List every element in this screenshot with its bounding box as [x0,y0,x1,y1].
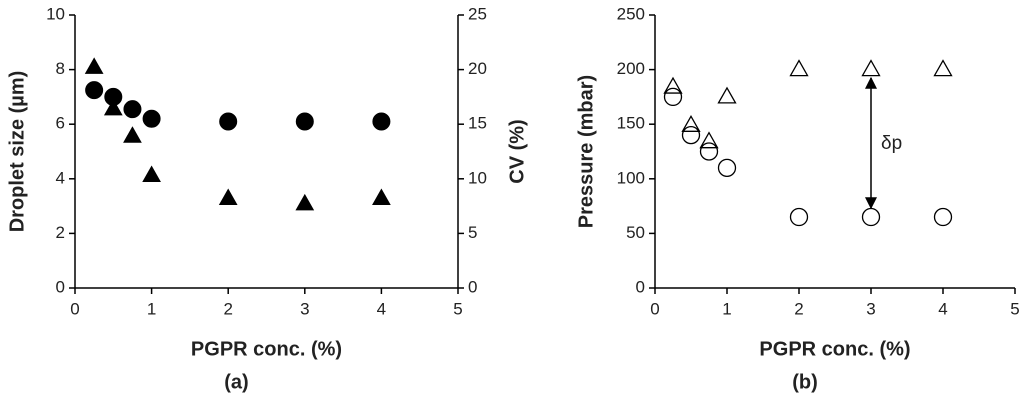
point [933,207,953,227]
x-tick-label: 5 [453,299,462,318]
point [861,207,881,227]
y-tick-label: 0 [56,277,65,296]
point [789,59,809,77]
y-tick-label: 8 [56,59,65,78]
point [142,165,161,183]
y-tick-label: 100 [617,168,645,187]
point [123,100,142,119]
y2-tick-label: 15 [468,114,487,133]
point [861,59,881,77]
annotation: δp [881,133,902,154]
point [85,81,104,100]
x-tick-label: 1 [722,299,731,318]
x-axis-label: PGPR conc. (%) [191,338,342,360]
point [295,193,315,211]
y-tick-label: 4 [56,168,65,187]
y-tick-label: 150 [617,114,645,133]
point [103,98,123,116]
point [372,112,391,131]
y2-tick-label: 25 [468,4,487,23]
y-tick-label: 0 [636,277,645,296]
x-tick-label: 1 [147,299,156,318]
point [372,188,391,205]
point [295,112,314,131]
point [699,131,719,149]
y2-tick-label: 20 [468,59,487,78]
y2-tick-label: 5 [468,223,477,242]
point [218,188,238,205]
y-tick-label: 2 [56,223,65,242]
point [681,114,701,132]
y-tick-label: 10 [46,4,65,23]
y-tick-label: 6 [56,114,65,133]
x-tick-label: 3 [866,299,875,318]
point [681,125,701,145]
y-tick-label: 200 [617,59,645,78]
point [663,76,683,94]
caption: (a) [224,371,248,393]
x-tick-label: 4 [377,299,386,318]
x-tick-label: 0 [70,299,79,318]
point [142,109,161,128]
point [123,126,142,143]
point [219,112,238,131]
y2-axis-label: CV (%) [506,119,528,183]
y2-tick-label: 0 [468,277,477,296]
point [699,142,719,161]
x-tick-label: 3 [300,299,309,318]
x-tick-label: 2 [794,299,803,318]
y-tick-label: 250 [617,4,645,23]
point [933,59,953,77]
x-tick-label: 0 [650,299,659,318]
y2-tick-label: 10 [468,168,487,187]
point [789,207,809,227]
y-axis-label: Droplet size (µm) [6,71,28,233]
caption: (b) [792,371,818,393]
x-tick-label: 4 [938,299,947,318]
x-tick-label: 2 [223,299,232,318]
point [663,87,683,107]
y-tick-label: 50 [626,223,645,242]
x-axis-label: PGPR conc. (%) [759,338,910,360]
point [84,57,104,74]
x-tick-label: 5 [1010,299,1019,318]
point [717,158,737,178]
point [717,86,737,104]
y-axis-label: Pressure (mbar) [575,75,597,228]
